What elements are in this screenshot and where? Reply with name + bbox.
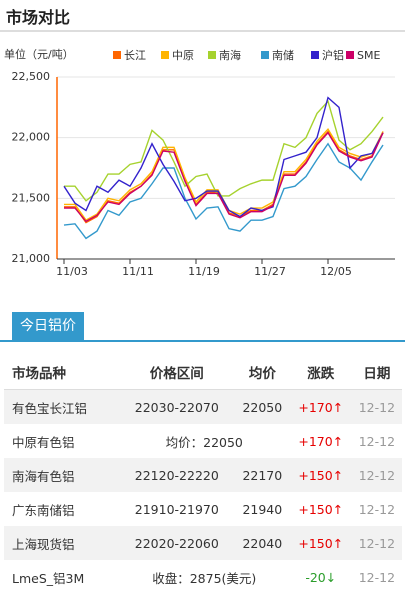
chart: 单位（元/吨） 21,000 21,500 22,000 22,500 11/03 11/…	[4, 47, 395, 278]
y-tick-label: 21,000	[12, 252, 51, 265]
x-tick-label: 12/05	[320, 265, 352, 278]
change-cell: +150↑	[298, 501, 344, 517]
legend-swatch	[161, 51, 169, 59]
cell: 12-12	[351, 526, 402, 560]
x-tick-label: 11/27	[254, 265, 286, 278]
cell: LmeS_铝3M	[12, 570, 85, 586]
cell: 22120-22220	[118, 458, 235, 492]
legend-swatch	[311, 51, 319, 59]
section-tab: 今日铝价	[0, 312, 405, 342]
change: +150	[298, 535, 333, 551]
series-line	[63, 96, 384, 218]
cell: 12-12	[358, 569, 396, 585]
legend-label: 中原	[172, 49, 194, 62]
change-cell: +170↑	[298, 433, 344, 449]
cell: 12-12	[358, 433, 396, 449]
change: +170	[298, 433, 333, 449]
change-cell: +170↑	[289, 389, 352, 424]
header-title: 市场对比	[6, 8, 71, 27]
legend-swatch	[208, 51, 216, 59]
change: +150	[298, 501, 333, 517]
column-header: 均价	[234, 355, 290, 390]
series-line	[63, 142, 384, 240]
cell: 有色宝长江铝	[4, 389, 119, 424]
cell: 12-12	[351, 389, 402, 424]
cell: 22020-22060	[118, 526, 235, 560]
x-tick-label: 11/19	[188, 265, 220, 278]
table-row: 有色宝长江铝 22030-22070 22050 +170↑ 12-12	[4, 389, 402, 424]
table-row: 广东南储铝 21910-21970 21940 +150↑ 12-12	[4, 492, 402, 526]
cell: 22040	[234, 526, 290, 560]
table-row: 中原有色铝 均价：22050 +170↑ 12-12	[4, 424, 402, 458]
change-cell: +150↑	[289, 526, 352, 560]
section-title: 今日铝价	[12, 312, 84, 340]
legend-label: 长江	[124, 49, 146, 62]
cell: 收盘：2875(美元)	[152, 570, 257, 586]
change-cell: +150↑	[289, 458, 352, 492]
price-table: 市场品种 价格区间 均价 涨跌 日期 有色宝长江铝 22030-22070 22…	[4, 355, 402, 594]
cell: 21910-21970	[134, 501, 219, 517]
legend-swatch	[261, 51, 269, 59]
x-tick-label: 11/11	[122, 265, 154, 278]
y-tick-label: 22,000	[12, 131, 51, 144]
cell: 22050	[234, 389, 290, 424]
column-header: 市场品种	[4, 355, 119, 390]
legend-swatch	[113, 51, 121, 59]
change-cell: -20↓	[305, 569, 337, 585]
table-row: LmeS_铝3M 收盘：2875(美元) -20↓ 12-12	[4, 560, 402, 594]
cell: 22030-22070	[118, 389, 235, 424]
y-tick-label: 21,500	[12, 191, 51, 204]
table-header: 市场品种 价格区间 均价 涨跌 日期	[4, 355, 402, 390]
legend-label: 南储	[272, 48, 294, 62]
cell: 南海有色铝	[4, 458, 119, 492]
cell: 12-12	[351, 458, 402, 492]
cell: 中原有色铝	[12, 434, 75, 450]
cell: 均价：22050	[165, 434, 243, 450]
legend-label: SME	[357, 49, 380, 62]
y-tick-label: 22,500	[12, 70, 51, 83]
table-row: 南海有色铝 22120-22220 22170 +150↑ 12-12	[4, 458, 402, 492]
header: 市场对比	[0, 0, 405, 32]
column-header: 价格区间	[118, 355, 235, 390]
series-line	[64, 131, 384, 223]
cell: 21940	[242, 501, 283, 517]
cell: 广东南储铝	[12, 502, 75, 518]
unit-label: 单位（元/吨）	[4, 47, 74, 61]
legend-label: 南海	[219, 48, 241, 62]
change: +150	[298, 467, 333, 483]
cell: 上海现货铝	[4, 526, 119, 560]
change: +170	[298, 399, 333, 415]
legend-swatch	[346, 51, 354, 59]
change: -20	[305, 569, 326, 585]
legend-label: 沪铝	[322, 48, 344, 62]
column-header: 涨跌	[289, 355, 352, 390]
cell: 22170	[234, 458, 290, 492]
x-tick-label: 11/03	[56, 265, 88, 278]
series-line	[64, 99, 384, 202]
cell: 12-12	[358, 501, 396, 517]
column-header: 日期	[351, 355, 402, 390]
table-row: 上海现货铝 22020-22060 22040 +150↑ 12-12	[4, 526, 402, 560]
